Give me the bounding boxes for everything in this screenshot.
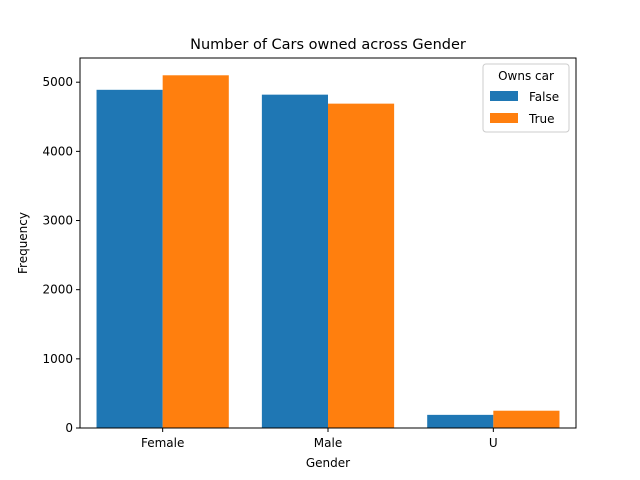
bars-group (96, 75, 560, 429)
y-axis-label: Frequency (16, 212, 30, 274)
x-tick-label: Female (141, 436, 184, 450)
x-axis-label: Gender (306, 456, 350, 470)
bar-male-true (328, 103, 395, 428)
bar-u-false (427, 414, 494, 428)
bar-male-false (261, 94, 328, 428)
x-tick-label: U (489, 436, 498, 450)
legend-label-false: False (529, 90, 559, 104)
y-axis: 0 1000 2000 3000 4000 5000 (42, 75, 80, 435)
chart-title: Number of Cars owned across Gender (190, 37, 466, 53)
x-tick-label: Male (314, 436, 342, 450)
y-tick-label: 4000 (42, 144, 73, 158)
y-tick-label: 0 (65, 421, 73, 435)
x-axis: Female Male U (141, 428, 498, 450)
plot-frame (79, 57, 577, 429)
y-tick-label: 2000 (42, 283, 73, 297)
legend: Owns car False True (482, 63, 570, 133)
y-tick-label: 5000 (42, 75, 73, 89)
bar-female-false (96, 89, 163, 429)
y-tick-label: 3000 (42, 214, 73, 228)
legend-swatch-false (490, 91, 518, 101)
legend-title: Owns car (498, 69, 554, 83)
bar-u-true (493, 410, 560, 428)
y-tick-label: 1000 (42, 352, 73, 366)
bar-female-true (162, 75, 229, 428)
legend-label-true: True (528, 112, 555, 126)
legend-swatch-true (490, 113, 518, 123)
